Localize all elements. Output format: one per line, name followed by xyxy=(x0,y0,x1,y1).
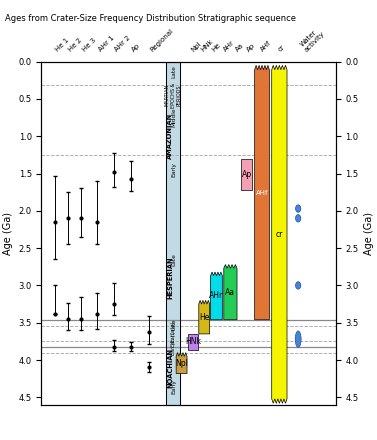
Text: Late: Late xyxy=(171,65,176,78)
Text: Npl: Npl xyxy=(190,40,202,53)
Ellipse shape xyxy=(296,282,301,289)
Text: HESPERIAN: HESPERIAN xyxy=(167,257,173,299)
Ellipse shape xyxy=(296,215,301,222)
Ellipse shape xyxy=(295,331,301,347)
Polygon shape xyxy=(272,65,287,403)
Polygon shape xyxy=(224,264,237,320)
Polygon shape xyxy=(210,272,222,320)
Text: Early: Early xyxy=(171,379,176,394)
Ellipse shape xyxy=(296,205,301,213)
Text: AHr: AHr xyxy=(209,291,224,301)
Text: HNk: HNk xyxy=(185,337,201,346)
Text: Aa: Aa xyxy=(234,42,245,53)
Bar xyxy=(167,62,180,405)
Text: AMAZONIAN: AMAZONIAN xyxy=(167,113,173,159)
Text: Late: Late xyxy=(171,319,176,330)
Polygon shape xyxy=(176,352,187,374)
Text: Late: Late xyxy=(171,253,176,266)
Text: Water
activity: Water activity xyxy=(299,25,326,53)
Text: Npl: Npl xyxy=(175,359,188,367)
Polygon shape xyxy=(199,301,210,334)
Text: AHr 1: AHr 1 xyxy=(97,34,115,53)
Text: Ap: Ap xyxy=(131,42,142,53)
Text: AHr: AHr xyxy=(222,39,236,53)
Bar xyxy=(241,158,252,190)
Text: He 3: He 3 xyxy=(81,37,97,53)
Text: He: He xyxy=(199,313,209,322)
Text: Early: Early xyxy=(171,162,176,177)
Y-axis label: Age (Ga): Age (Ga) xyxy=(3,212,13,255)
Text: MARTIAN
EPOCHS &
PERIODS: MARTIAN EPOCHS & PERIODS xyxy=(165,83,181,108)
Text: Regional: Regional xyxy=(149,27,174,53)
Text: He 2: He 2 xyxy=(68,37,84,53)
Text: HNk: HNk xyxy=(200,38,215,53)
Text: AHf: AHf xyxy=(256,190,268,195)
Text: cr: cr xyxy=(277,44,286,53)
Polygon shape xyxy=(255,65,269,320)
Text: Ap: Ap xyxy=(246,42,256,53)
Text: Ear. (Ear.): Ear. (Ear.) xyxy=(171,332,176,356)
Text: AHf: AHf xyxy=(259,40,272,53)
Text: AHr 2: AHr 2 xyxy=(113,35,132,53)
Text: He: He xyxy=(210,42,222,53)
Text: NOACHIAN: NOACHIAN xyxy=(167,348,173,388)
Text: Middle: Middle xyxy=(171,108,176,127)
Text: Ear. (Late): Ear. (Late) xyxy=(171,321,176,347)
Text: cr: cr xyxy=(276,230,283,239)
Text: Ages from Crater-Size Frequency Distribution: Ages from Crater-Size Frequency Distribu… xyxy=(5,14,195,23)
Text: Aa: Aa xyxy=(225,288,235,297)
Text: Stratigraphic sequence: Stratigraphic sequence xyxy=(198,14,296,23)
Text: He 1: He 1 xyxy=(55,37,70,53)
Bar xyxy=(188,334,198,350)
Text: Ap: Ap xyxy=(242,170,251,179)
Y-axis label: Age (Ga): Age (Ga) xyxy=(364,212,374,255)
